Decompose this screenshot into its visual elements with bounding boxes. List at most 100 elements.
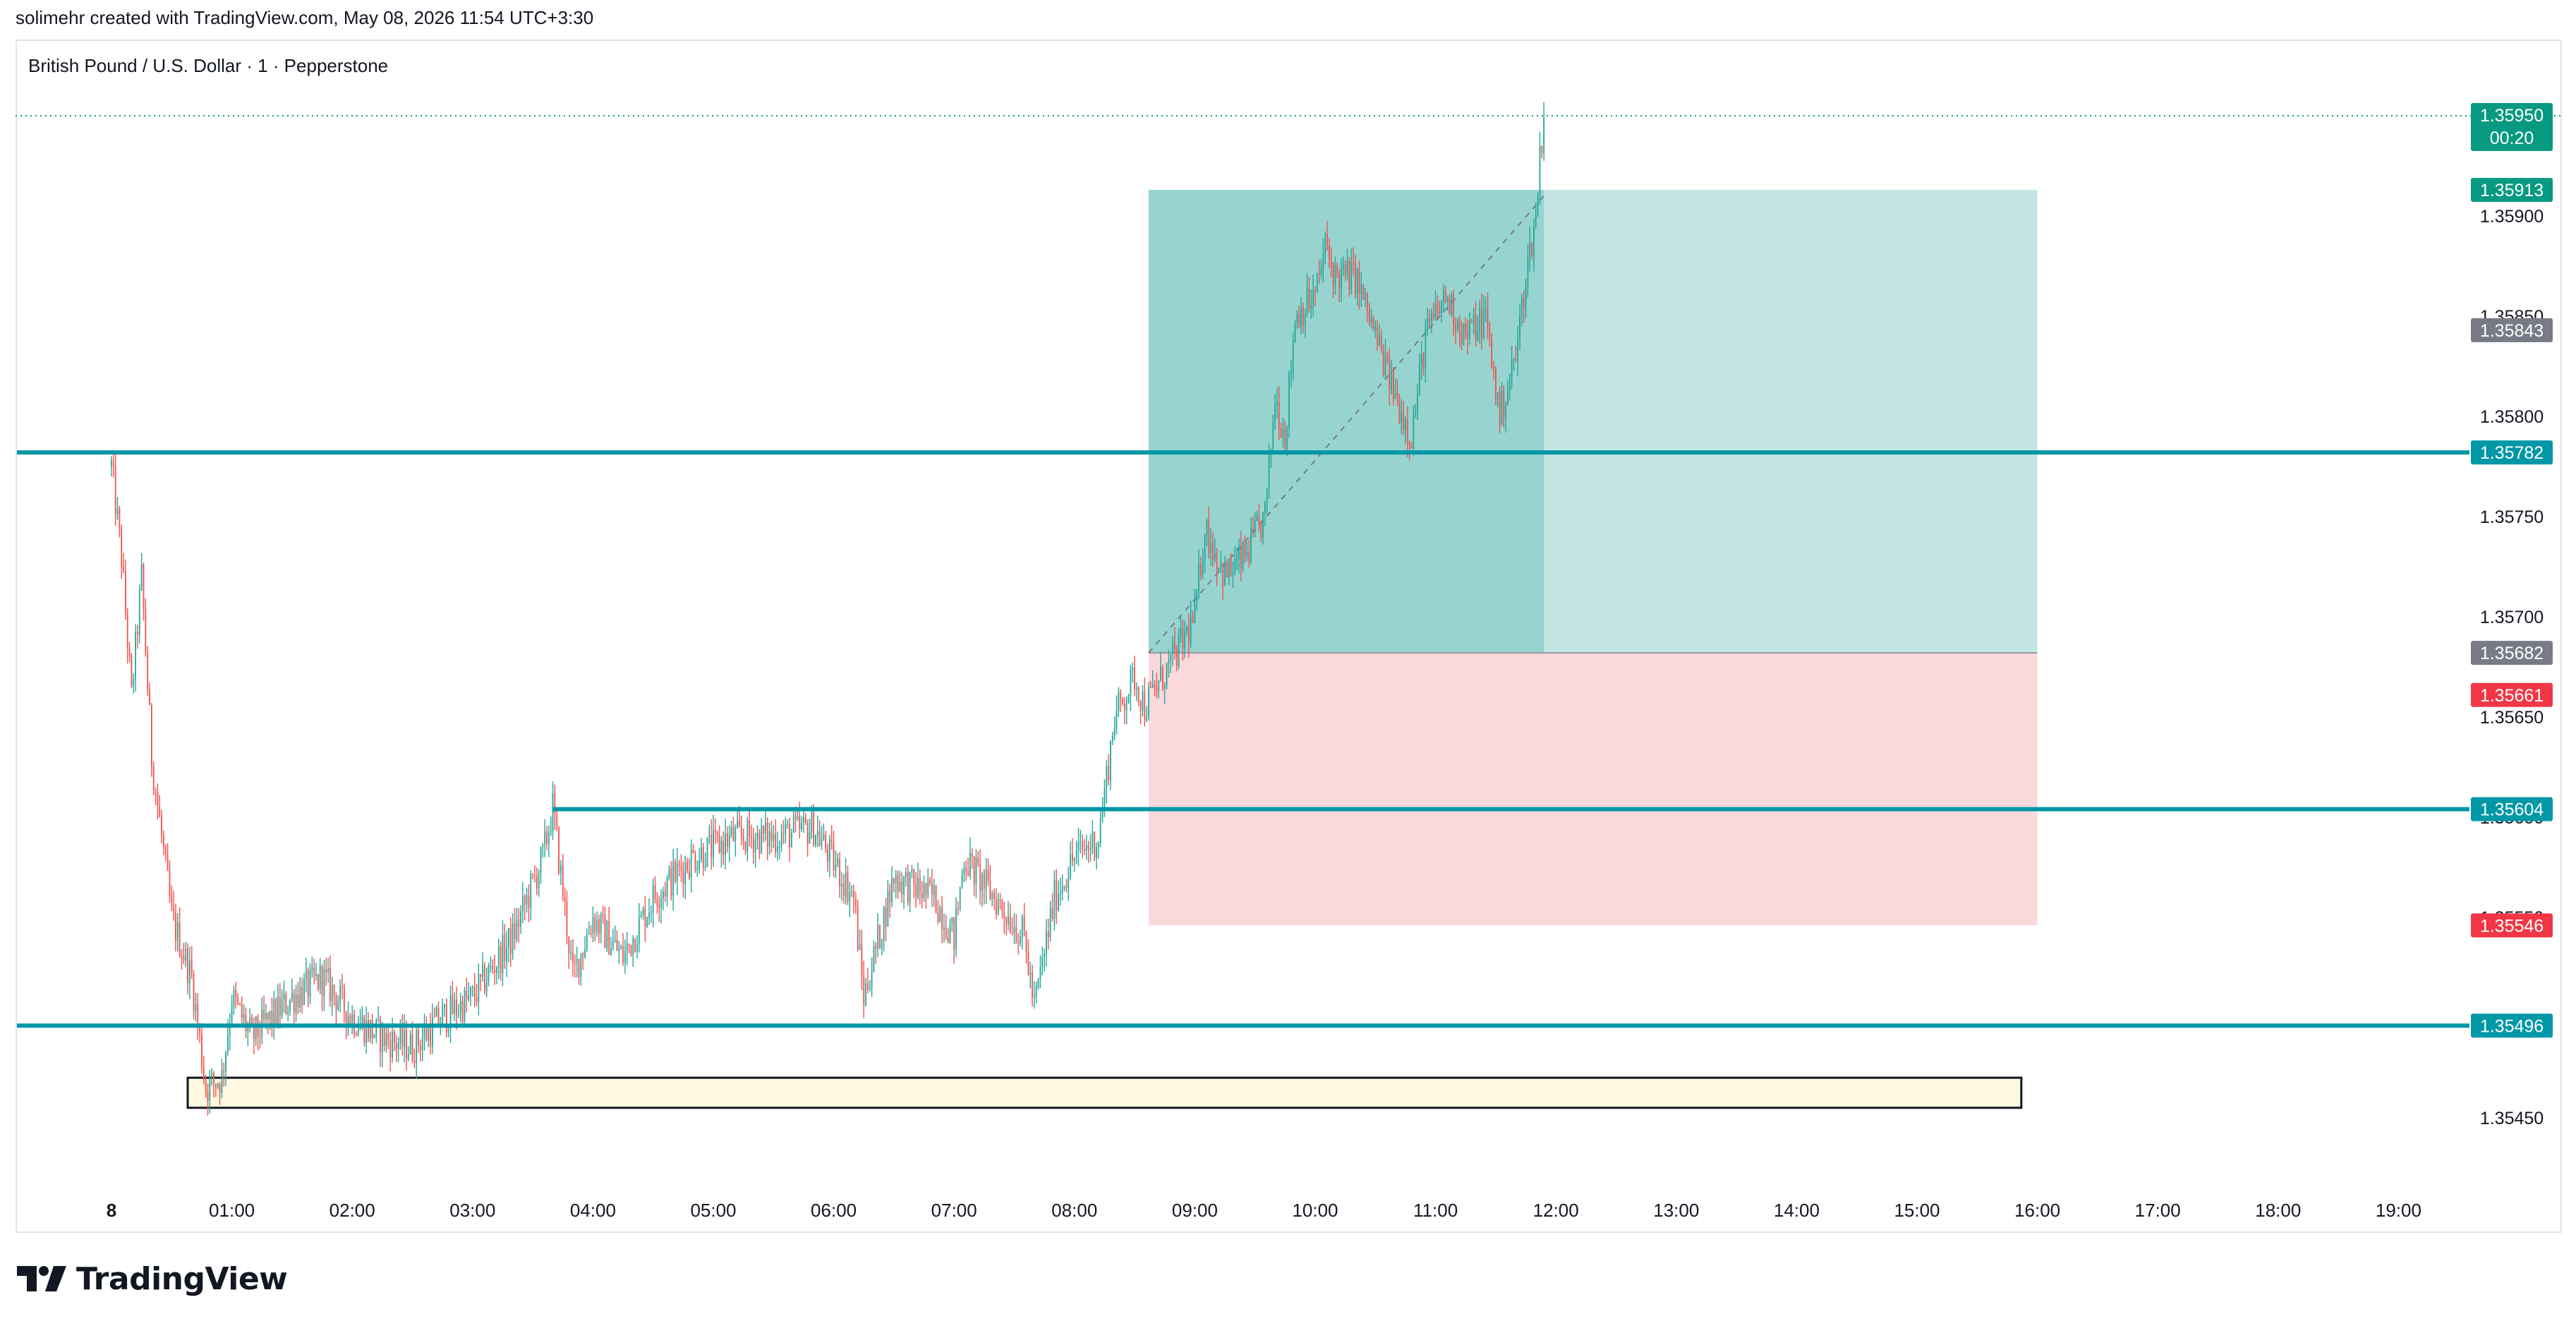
candle-body (804, 816, 806, 824)
candle-body (221, 1070, 223, 1093)
candle (1346, 248, 1348, 280)
candle (853, 884, 854, 914)
candle-body (1543, 117, 1545, 154)
candle-body (1308, 288, 1310, 310)
chart-frame[interactable] (16, 40, 2562, 1233)
candle (871, 957, 873, 997)
candle (680, 854, 682, 882)
candle (630, 944, 632, 957)
candle-body (287, 1011, 289, 1014)
candle-body (666, 877, 668, 896)
candle-body (608, 921, 610, 955)
target-zone[interactable] (1149, 190, 2038, 653)
candle-body (895, 874, 897, 884)
candle (746, 816, 749, 862)
candle (452, 981, 454, 1015)
candle (135, 624, 137, 692)
target-price-badge[interactable]: 1.35913 (2471, 178, 2553, 203)
candle-body (187, 948, 188, 984)
candle (825, 831, 827, 853)
candle-body (492, 965, 494, 970)
stop-price-badge[interactable]: 1.35546 (2471, 913, 2553, 938)
candle (1410, 442, 1413, 449)
candle-body (1254, 520, 1256, 533)
candle (1302, 302, 1304, 333)
candle-body (572, 952, 574, 963)
candle (1348, 257, 1350, 297)
position-price-badge[interactable]: 1.35843 (2471, 318, 2553, 342)
candle (1290, 360, 1292, 388)
candle (694, 850, 696, 874)
candle-body (504, 934, 506, 962)
candle-body (953, 917, 955, 949)
candle (409, 1030, 411, 1055)
candle (1254, 512, 1256, 538)
candle-body (521, 896, 524, 912)
marked-range-rectangle[interactable] (186, 1076, 2023, 1109)
tradingview-logo[interactable]: TradingView (17, 1260, 288, 1297)
candle (1175, 644, 1178, 671)
candle-body (179, 922, 181, 957)
candle (506, 931, 508, 977)
candle-body (423, 1028, 425, 1039)
candle-body (746, 820, 749, 852)
candle-body (837, 859, 839, 864)
candle (895, 869, 897, 899)
hline-badge-1.35782[interactable]: 1.35782 (2471, 440, 2553, 465)
candle (1362, 284, 1365, 301)
candle-body (269, 1011, 271, 1020)
candle (1110, 740, 1111, 790)
candle (147, 646, 149, 697)
low-price-badge[interactable]: 1.35661 (2471, 682, 2553, 707)
candle (542, 843, 544, 858)
candle-body (171, 896, 173, 907)
candle (442, 999, 444, 1025)
candle (728, 825, 730, 862)
candle (494, 954, 495, 985)
candle-body (1491, 337, 1493, 368)
candle (1391, 360, 1392, 395)
candle-body (879, 925, 881, 948)
entry-price-badge[interactable]: 1.35682 (2471, 641, 2553, 665)
candle (668, 865, 670, 881)
candle-body (592, 917, 594, 934)
candle-body (1085, 845, 1087, 851)
candle (1473, 307, 1475, 335)
candle-body (1130, 670, 1132, 696)
candle-body (1118, 692, 1120, 711)
candle (818, 820, 821, 847)
x-tick-label: 12:00 (1533, 1200, 1579, 1221)
candle-body (1230, 559, 1232, 575)
candle (456, 987, 457, 1030)
candle-body (1190, 615, 1192, 643)
candle-body (718, 835, 720, 852)
candle-body (1072, 854, 1073, 862)
candle (289, 999, 291, 1016)
candle (235, 982, 237, 1009)
candle (321, 964, 323, 1011)
candle (293, 989, 295, 1025)
chart-caption: solimehr created with TradingView.com, M… (16, 7, 594, 28)
candle (1386, 351, 1389, 365)
candle (449, 985, 452, 1044)
candle-body (1520, 299, 1523, 316)
hline-badge-1.35604[interactable]: 1.35604 (2471, 797, 2553, 821)
candle-body (640, 915, 642, 917)
hline-badge-1.35496[interactable]: 1.35496 (2471, 1013, 2553, 1038)
candle-body (188, 960, 191, 984)
candle-body (907, 872, 909, 903)
stop-zone[interactable] (1149, 653, 2038, 926)
hline-badge-1.35496-bg (2471, 1013, 2553, 1038)
candle-body (646, 917, 648, 928)
candle (145, 598, 147, 657)
candle-body (933, 885, 935, 895)
candle-body (389, 1040, 392, 1058)
candle-body (271, 1011, 273, 1025)
candle (604, 906, 606, 948)
candle-body (913, 869, 915, 884)
candle-body (303, 980, 305, 1005)
candle (1469, 312, 1470, 345)
candle-body (742, 836, 744, 842)
